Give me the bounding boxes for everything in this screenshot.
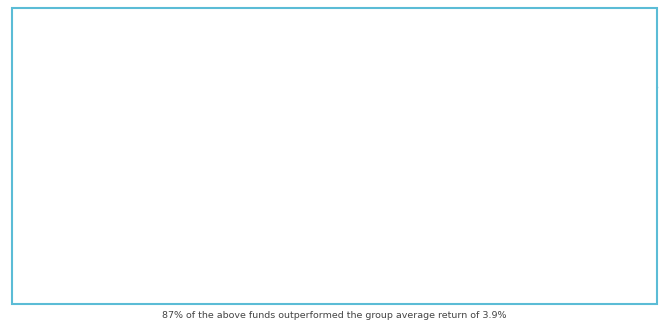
Text: 4.27%: 4.27% (510, 258, 544, 268)
Bar (12, 250, 657, 277)
Text: 0.99%: 0.99% (616, 149, 647, 159)
Text: 5.20%: 5.20% (512, 149, 544, 159)
Bar (20, 15, 649, 53)
Text: 7.41%: 7.41% (510, 95, 544, 105)
Text: 1.20%: 1.20% (613, 258, 647, 268)
Text: 1.00%: 1.00% (613, 177, 647, 187)
Text: CANADA'S CHEAPEST CANADIAN EQUITY FUNDS: CANADA'S CHEAPEST CANADIAN EQUITY FUNDS (156, 27, 513, 40)
Text: 1.06%: 1.06% (615, 204, 647, 214)
Bar (12, 168, 657, 195)
Text: Standard Life Canadian Equity Focus L-Series: Standard Life Canadian Equity Focus L-Se… (22, 285, 276, 295)
Bar (12, 114, 657, 141)
Text: FMOQ Canadian Equity Fund: FMOQ Canadian Equity Fund (22, 122, 181, 132)
Text: 87% of the above funds outperformed the group average return of 3.9%: 87% of the above funds outperformed the … (163, 310, 506, 319)
Bar (12, 60, 657, 86)
Text: 3.69%: 3.69% (510, 285, 544, 295)
Text: 3.96%: 3.96% (510, 231, 544, 241)
Text: 1.14%: 1.14% (613, 231, 647, 241)
Text: Barreau du Québec Canadian Equity Fund: Barreau du Québec Canadian Equity Fund (22, 149, 229, 160)
Text: 4.19%: 4.19% (512, 204, 544, 214)
Text: FÉRIQUE Equity Fund: FÉRIQUE Equity Fund (22, 94, 140, 106)
Text: MER: MER (623, 68, 647, 78)
Text: 1.23%: 1.23% (613, 285, 647, 295)
Bar (12, 195, 657, 222)
Bar (12, 141, 657, 168)
Text: 4.68%: 4.68% (509, 122, 544, 132)
Text: PH&N Community Values Canadian Equity Fund Series D: PH&N Community Values Canadian Equity Fu… (22, 258, 337, 268)
Bar (12, 222, 657, 250)
Text: 5.28%: 5.28% (509, 177, 544, 187)
Text: 0.75%: 0.75% (613, 95, 647, 105)
Text: Professionals’ Canadian Equity Fund: Professionals’ Canadian Equity Fund (22, 204, 201, 214)
Text: PH&N Canadian Equity Fund Series D: PH&N Canadian Equity Fund Series D (22, 231, 229, 241)
Text: SEI Canadian Equity Fund Class I: SEI Canadian Equity Fund Class I (22, 177, 205, 187)
Text: 5-YEAR RETURN: 5-YEAR RETURN (456, 68, 544, 78)
Text: 0.95%: 0.95% (613, 122, 647, 132)
Bar (12, 277, 657, 304)
Bar (12, 86, 657, 114)
Text: FUND NAME: FUND NAME (22, 68, 90, 78)
